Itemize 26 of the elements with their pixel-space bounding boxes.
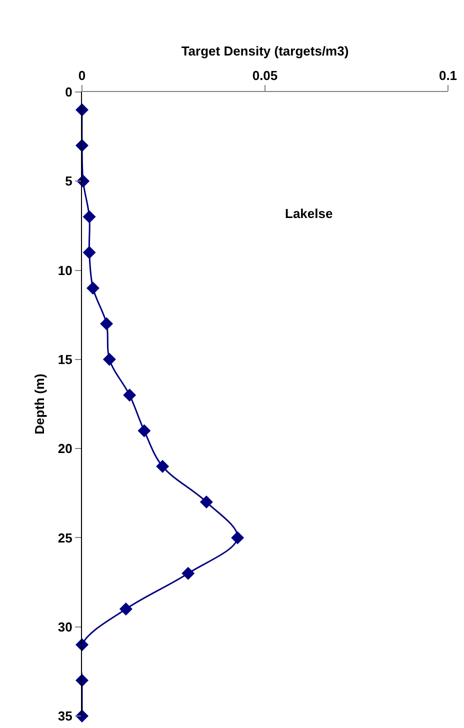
x-tick-label: 0.05 — [252, 68, 278, 83]
annotation: Lakelse — [285, 206, 333, 221]
x-tick-label: 0.1 — [438, 68, 458, 83]
point — [102, 352, 116, 366]
x-axis-title: Target Density (targets/m3) — [181, 44, 349, 59]
point — [119, 602, 132, 616]
y-tick-label: 15 — [58, 352, 72, 367]
y-axis-title: Depth (m) — [32, 374, 47, 434]
y-tick-label: 35 — [58, 708, 72, 724]
point — [231, 531, 244, 544]
point — [82, 246, 96, 259]
y-tick-label: 0 — [65, 84, 72, 100]
point — [200, 496, 213, 509]
point — [86, 282, 100, 295]
point — [123, 388, 136, 402]
point — [100, 317, 114, 330]
y-tick-label: 25 — [58, 530, 72, 546]
point — [156, 460, 170, 473]
y-tick-label: 10 — [58, 262, 72, 278]
y-tick-label: 5 — [65, 174, 72, 189]
point — [138, 424, 151, 438]
y-tick-label: 20 — [58, 441, 72, 456]
x-tick-label: 0 — [78, 68, 86, 83]
y-tick-label: 30 — [58, 619, 72, 634]
point — [182, 566, 195, 580]
point — [82, 210, 96, 224]
